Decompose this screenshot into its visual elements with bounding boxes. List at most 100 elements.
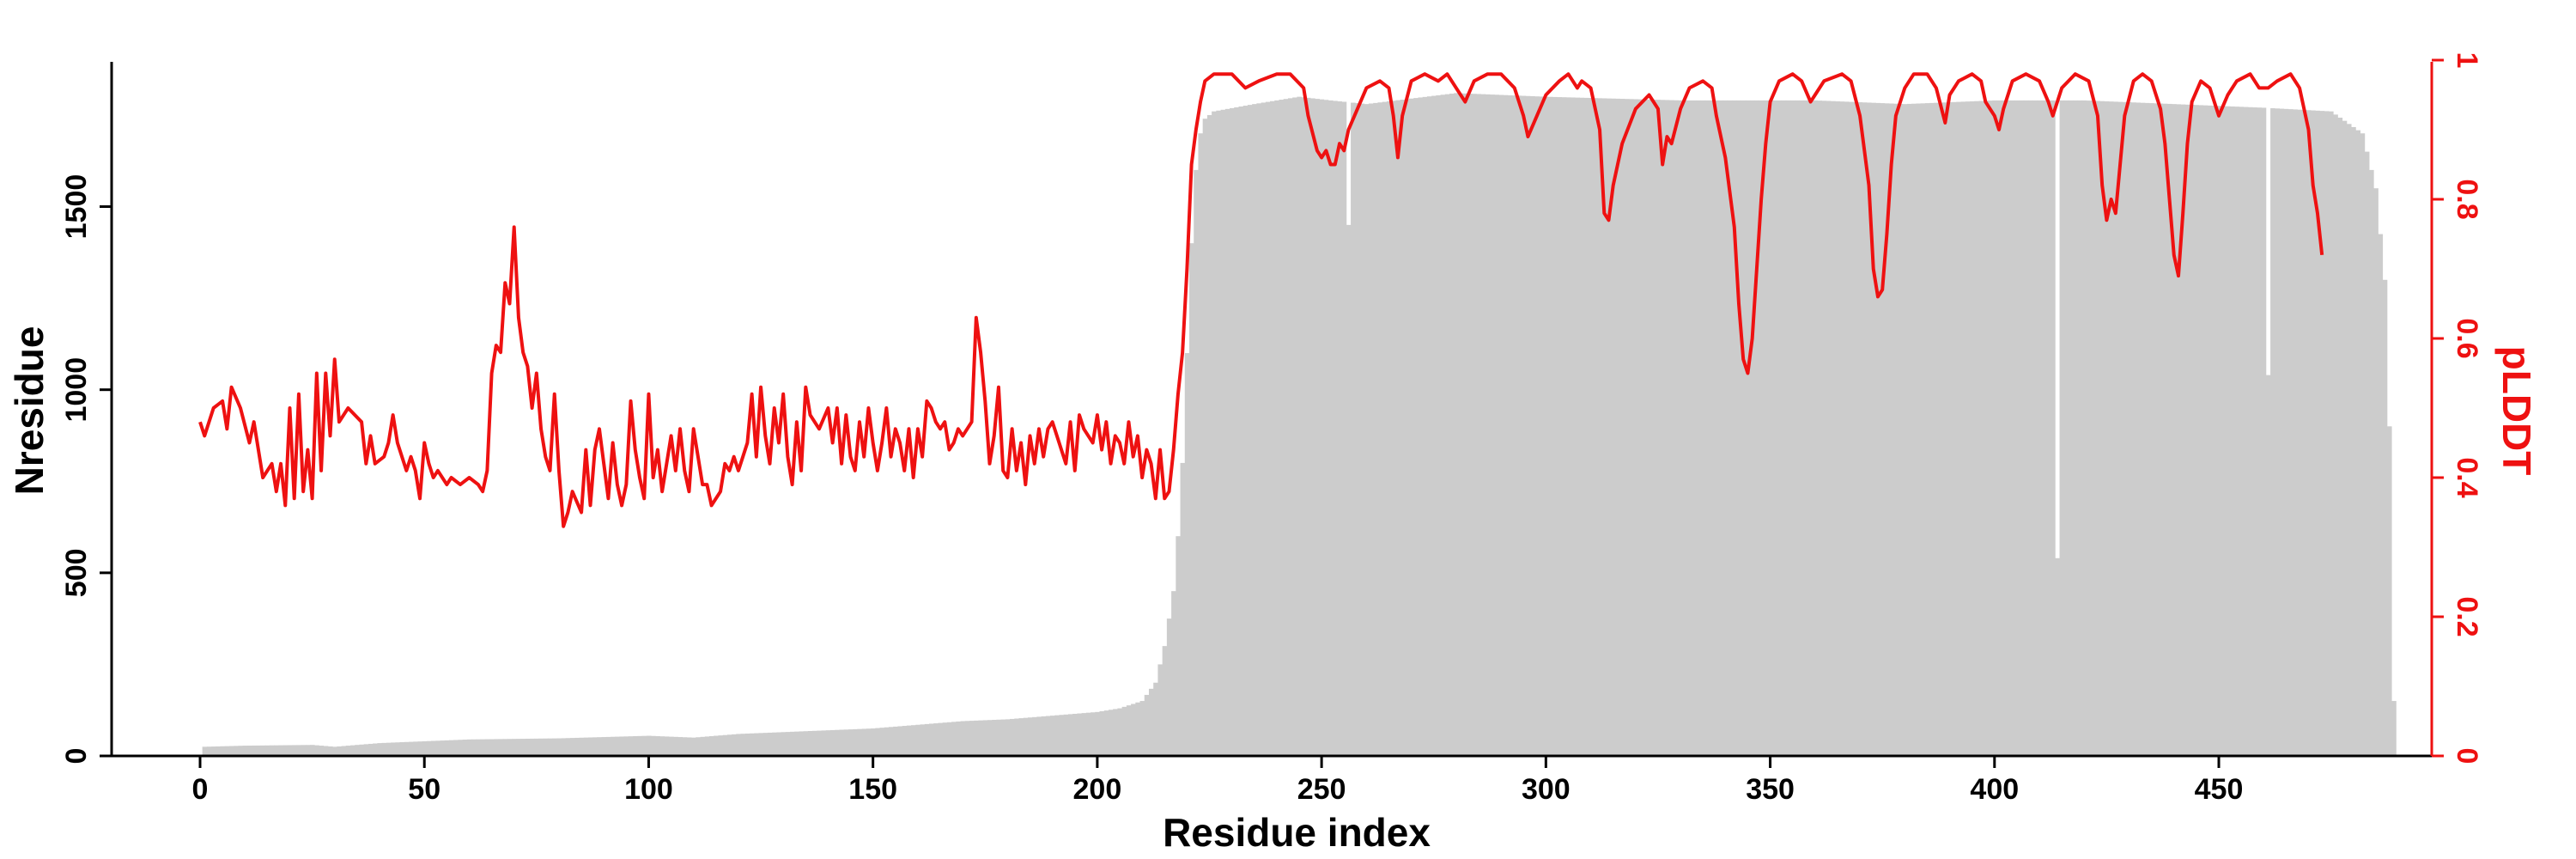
nresidue-bar	[1732, 100, 1737, 756]
nresidue-bar	[2149, 103, 2154, 757]
nresidue-bar	[1646, 99, 1652, 756]
nresidue-bar	[579, 737, 585, 756]
left-y-tick-label: 500	[60, 548, 93, 597]
nresidue-bar	[310, 745, 315, 756]
nresidue-bar	[1247, 105, 1253, 757]
nresidue-bar	[274, 745, 279, 756]
nresidue-bar	[646, 735, 652, 756]
x-tick-label: 400	[1970, 773, 2019, 806]
nresidue-bar	[641, 735, 647, 756]
nresidue-bar	[974, 720, 979, 756]
nresidue-bar	[220, 746, 226, 756]
nresidue-bar	[1010, 718, 1015, 756]
nresidue-bar	[772, 732, 777, 756]
nresidue-bar	[386, 742, 392, 756]
nresidue-bar	[1795, 100, 1800, 756]
nresidue-bar	[2126, 102, 2132, 756]
nresidue-bar	[408, 741, 414, 756]
nresidue-bar	[659, 736, 665, 756]
nresidue-bar	[2207, 105, 2213, 757]
nresidue-bar	[686, 737, 692, 756]
nresidue-bar	[1054, 715, 1060, 756]
nresidue-bar	[1386, 101, 1392, 756]
nresidue-bar	[1045, 716, 1051, 756]
nresidue-bar	[839, 729, 845, 756]
nresidue-bar	[1072, 713, 1078, 756]
nresidue-bar	[861, 728, 867, 756]
nresidue-bar	[992, 720, 997, 756]
nresidue-bar	[1220, 109, 1226, 757]
nresidue-bar	[373, 743, 378, 756]
nresidue-bar	[704, 736, 710, 756]
nresidue-bar	[2158, 103, 2164, 756]
nresidue-bar	[1745, 100, 1751, 756]
nresidue-bar	[507, 739, 513, 756]
nresidue-bar	[1853, 101, 1858, 756]
nresidue-bar	[726, 734, 732, 756]
nresidue-bar	[1678, 100, 1684, 756]
nresidue-bar	[2117, 101, 2123, 757]
nresidue-bar	[1781, 100, 1787, 756]
nresidue-bar	[1180, 462, 1186, 756]
nresidue-bar	[363, 744, 369, 756]
nresidue-bar	[1996, 100, 2002, 756]
nresidue-bar	[956, 721, 961, 756]
nresidue-bar	[2306, 110, 2312, 756]
nresidue-bar	[1305, 97, 1311, 757]
nresidue-bar	[242, 746, 248, 756]
nresidue-bar	[426, 740, 432, 756]
nresidue-bar	[1351, 102, 1356, 756]
nresidue-bar	[1194, 169, 1199, 756]
nresidue-bar	[714, 735, 719, 756]
nresidue-bar	[1467, 94, 1473, 756]
nresidue-bar	[2172, 104, 2177, 756]
nresidue-bar	[754, 733, 759, 756]
nresidue-bar	[292, 745, 297, 756]
nresidue-bar	[525, 738, 531, 756]
nresidue-bar	[1889, 103, 1894, 756]
nresidue-bar	[327, 746, 333, 756]
nresidue-bar	[2279, 108, 2285, 756]
nresidue-bar	[942, 722, 948, 756]
nresidue-bar	[1206, 114, 1212, 756]
nresidue-bar	[2059, 100, 2065, 756]
nresidue-bar	[2373, 188, 2379, 756]
nresidue-bar	[1113, 709, 1118, 756]
nresidue-bar	[1503, 94, 1509, 756]
nresidue-bar	[1139, 701, 1145, 756]
nresidue-bar	[1741, 100, 1747, 756]
nresidue-bar	[1952, 101, 1957, 756]
right-y-tick-label: 0.8	[2451, 179, 2483, 219]
nresidue-bar	[2122, 101, 2128, 756]
nresidue-bar	[1454, 93, 1459, 757]
nresidue-bar	[750, 733, 755, 756]
nresidue-bar	[736, 734, 741, 756]
x-tick-label: 300	[1522, 773, 1571, 806]
nresidue-bar	[1759, 100, 1765, 756]
nresidue-bar	[1534, 96, 1540, 756]
nresidue-bar	[391, 742, 396, 756]
nresidue-bar	[2014, 100, 2020, 756]
nresidue-bar	[1920, 103, 1926, 756]
x-tick-label: 350	[1746, 773, 1795, 806]
nresidue-bar	[2247, 107, 2253, 756]
nresidue-bar	[1144, 694, 1150, 756]
nresidue-bar	[350, 745, 355, 756]
nresidue-bar	[1637, 99, 1643, 757]
nresidue-bar	[440, 740, 446, 756]
nresidue-bar	[2297, 109, 2303, 756]
nresidue-bar	[2230, 106, 2235, 757]
nresidue-bar	[413, 741, 418, 756]
nresidue-bar	[1651, 100, 1656, 757]
nresidue-bar	[1521, 95, 1527, 756]
nresidue-bar	[1131, 704, 1136, 756]
nresidue-bar	[359, 744, 365, 756]
nresidue-bar	[1664, 100, 1670, 757]
plddt-line	[198, 72, 2324, 528]
nresidue-bar	[1718, 100, 1724, 756]
nresidue-bar	[1018, 718, 1024, 756]
nresidue-bar	[825, 730, 831, 756]
nresidue-bar	[552, 738, 557, 756]
nresidue-bar	[1807, 100, 1814, 756]
